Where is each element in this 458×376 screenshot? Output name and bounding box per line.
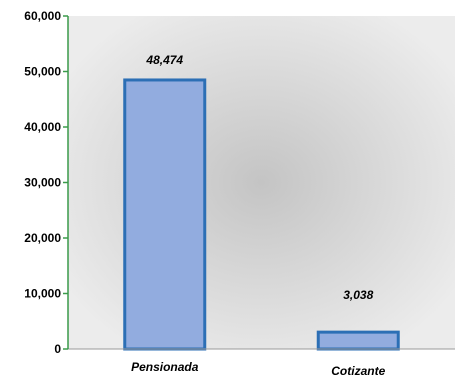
bars-layer — [123, 78, 400, 351]
data-label: 48,474 — [145, 53, 183, 67]
y-tick-label: 30,000 — [24, 176, 61, 190]
x-category-label: Pensionada — [131, 360, 199, 374]
data-label: 3,038 — [343, 288, 373, 302]
y-tick-label: 60,000 — [24, 9, 61, 23]
y-tick-label: 50,000 — [24, 65, 61, 79]
bar-cotizante — [316, 330, 400, 351]
y-tick-label: 40,000 — [24, 120, 61, 134]
data-labels-layer: 48,474 3,038 — [145, 53, 373, 302]
y-ticks-layer: 0 10,000 20,000 30,000 40,000 50,000 60,000 — [24, 9, 68, 356]
bar-pensionada — [123, 78, 207, 351]
x-labels-layer: Pensionada Cotizante — [131, 360, 386, 376]
y-tick-label: 20,000 — [24, 231, 61, 245]
y-tick-label: 10,000 — [24, 287, 61, 301]
x-category-label: Cotizante — [331, 364, 385, 376]
y-tick-label: 0 — [54, 342, 61, 356]
